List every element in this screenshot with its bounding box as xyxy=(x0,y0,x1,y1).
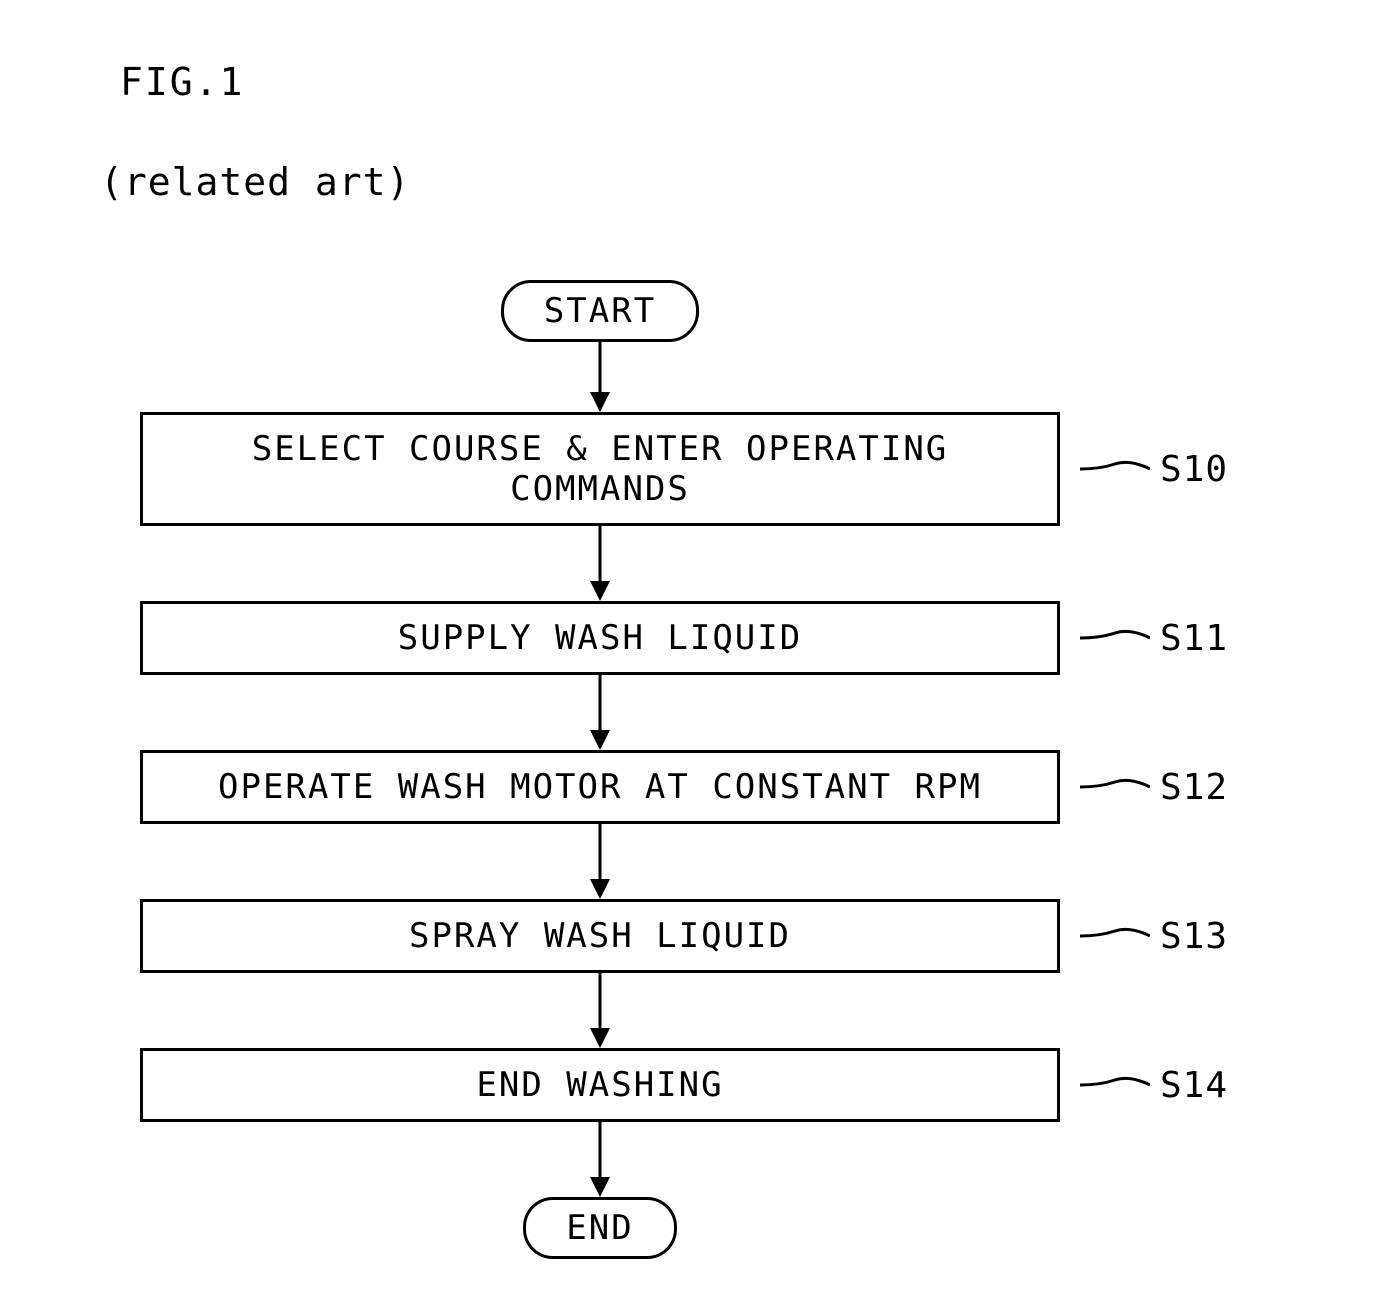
start-terminal-wrapper: START xyxy=(140,280,1060,342)
connector-icon xyxy=(1080,459,1150,479)
step-row-3: SPRAY WASH LIQUID S13 xyxy=(140,899,1240,973)
process-box-s13: SPRAY WASH LIQUID xyxy=(140,899,1060,973)
arrow-0 xyxy=(140,342,1060,412)
end-terminal: END xyxy=(523,1197,676,1259)
step-label-s14: S14 xyxy=(1080,1065,1228,1106)
arrow-down-icon xyxy=(580,342,620,412)
arrow-down-icon xyxy=(580,526,620,601)
process-box-s14: END WASHING xyxy=(140,1048,1060,1122)
arrow-down-icon xyxy=(580,973,620,1048)
arrow-2 xyxy=(140,675,1060,750)
arrow-down-icon xyxy=(580,824,620,899)
subtitle-label: (related art) xyxy=(100,160,410,204)
step-row-1: SUPPLY WASH LIQUID S11 xyxy=(140,601,1240,675)
step-label-text-s11: S11 xyxy=(1160,618,1228,659)
connector-icon xyxy=(1080,628,1150,648)
step-label-s13: S13 xyxy=(1080,916,1228,957)
step-row-0: SELECT COURSE & ENTER OPERATING COMMANDS… xyxy=(140,412,1240,526)
step-label-s11: S11 xyxy=(1080,618,1228,659)
step-label-text-s13: S13 xyxy=(1160,916,1228,957)
connector-icon xyxy=(1080,1075,1150,1095)
arrow-down-icon xyxy=(580,675,620,750)
flowchart-container: START SELECT COURSE & ENTER OPERATING CO… xyxy=(140,280,1240,1259)
connector-icon xyxy=(1080,926,1150,946)
process-box-s12: OPERATE WASH MOTOR AT CONSTANT RPM xyxy=(140,750,1060,824)
step-label-text-s14: S14 xyxy=(1160,1065,1228,1106)
step-row-2: OPERATE WASH MOTOR AT CONSTANT RPM S12 xyxy=(140,750,1240,824)
arrow-1 xyxy=(140,526,1060,601)
process-box-s11: SUPPLY WASH LIQUID xyxy=(140,601,1060,675)
arrow-3 xyxy=(140,824,1060,899)
arrow-5 xyxy=(140,1122,1060,1197)
step-label-text-s10: S10 xyxy=(1160,449,1228,490)
step-label-s12: S12 xyxy=(1080,767,1228,808)
step-row-4: END WASHING S14 xyxy=(140,1048,1240,1122)
connector-icon xyxy=(1080,777,1150,797)
step-label-text-s12: S12 xyxy=(1160,767,1228,808)
end-terminal-wrapper: END xyxy=(140,1197,1060,1259)
step-label-s10: S10 xyxy=(1080,449,1228,490)
process-box-s10: SELECT COURSE & ENTER OPERATING COMMANDS xyxy=(140,412,1060,526)
figure-label: FIG.1 xyxy=(120,60,244,104)
arrow-down-icon xyxy=(580,1122,620,1197)
start-terminal: START xyxy=(501,280,699,342)
arrow-4 xyxy=(140,973,1060,1048)
